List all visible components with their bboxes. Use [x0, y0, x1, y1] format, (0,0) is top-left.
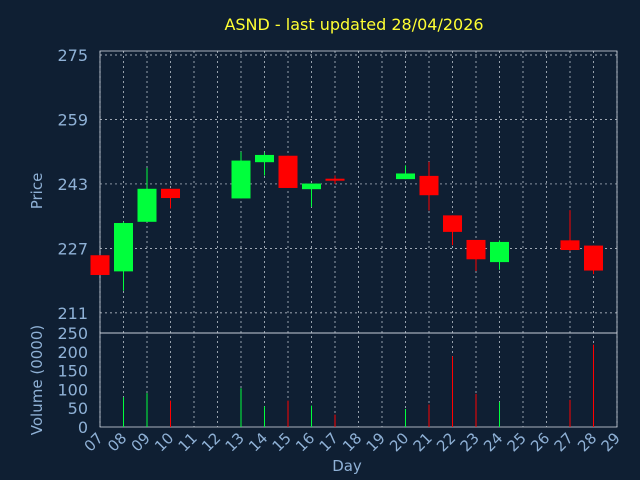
volume-panel-frame: [99, 332, 618, 428]
candle-body-15: [278, 155, 298, 188]
candle-body-23: [466, 239, 486, 260]
x-tick-23: 23: [457, 429, 483, 455]
x-tick-08: 08: [104, 429, 130, 455]
x-tick-13: 13: [222, 429, 248, 455]
x-tick-17: 17: [316, 429, 342, 455]
candle-body-10: [161, 188, 180, 199]
x-axis-label: Day: [332, 457, 362, 475]
x-tick-11: 11: [175, 429, 201, 455]
price-tick-227: 227: [57, 239, 88, 258]
candle-body-22: [443, 215, 462, 232]
x-tick-27: 27: [551, 429, 577, 455]
candle-body-07: [90, 255, 110, 275]
candle-body-20: [396, 173, 415, 180]
volume-tick-150: 150: [57, 362, 88, 381]
price-tick-243: 243: [57, 175, 88, 194]
x-tick-10: 10: [151, 429, 177, 455]
volume-bars: [123, 344, 594, 427]
price-axis-label: Price: [28, 173, 46, 210]
candle-body-28: [584, 245, 603, 271]
candle-body-14: [255, 154, 274, 163]
x-tick-12: 12: [198, 429, 224, 455]
candle-body-08: [114, 223, 133, 272]
grid: [99, 51, 618, 427]
x-tick-18: 18: [339, 429, 365, 455]
volume-axis-label: Volume (0000): [28, 325, 46, 435]
candle-body-21: [419, 175, 439, 196]
candle-body-09: [137, 188, 157, 222]
candle-body-27: [560, 240, 580, 251]
price-tick-275: 275: [57, 46, 88, 65]
price-tick-211: 211: [57, 304, 88, 323]
x-tick-25: 25: [504, 429, 530, 455]
x-tick-29: 29: [598, 429, 624, 455]
candle-body-13: [231, 160, 251, 199]
volume-tick-100: 100: [57, 380, 88, 399]
x-tick-28: 28: [574, 429, 600, 455]
x-tick-20: 20: [386, 429, 412, 455]
chart-title: ASND - last updated 28/04/2026: [224, 15, 483, 34]
x-tick-14: 14: [245, 429, 271, 455]
price-tick-259: 259: [57, 110, 88, 129]
x-tick-22: 22: [433, 429, 459, 455]
axes: 2112272432592750501001502002500708091011…: [57, 46, 623, 455]
volume-tick-50: 50: [68, 399, 88, 418]
candles: [90, 151, 603, 291]
volume-tick-0: 0: [78, 418, 88, 437]
volume-tick-250: 250: [57, 324, 88, 343]
x-tick-15: 15: [269, 429, 295, 455]
x-tick-26: 26: [527, 429, 553, 455]
candle-body-16: [302, 183, 321, 190]
x-tick-16: 16: [292, 429, 318, 455]
volume-tick-200: 200: [57, 343, 88, 362]
candle-body-24: [490, 241, 509, 263]
x-tick-24: 24: [480, 429, 506, 455]
x-tick-09: 09: [128, 429, 154, 455]
x-tick-21: 21: [410, 429, 436, 455]
candle-body-17: [325, 178, 345, 181]
x-tick-19: 19: [363, 429, 389, 455]
